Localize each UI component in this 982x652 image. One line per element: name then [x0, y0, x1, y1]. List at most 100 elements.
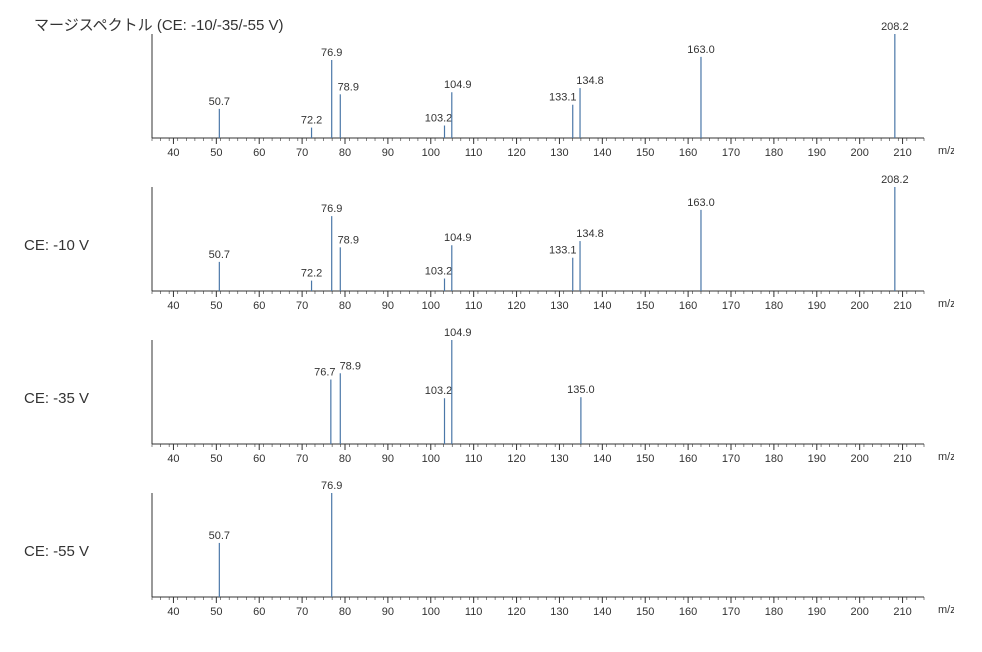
- spectrum-panel-ce35: CE: -35 V4050607080901001101201301401501…: [20, 326, 962, 471]
- axis-tick-label: 100: [422, 300, 440, 312]
- axis-tick-label: 140: [593, 300, 611, 312]
- axis-tick-label: 80: [339, 300, 351, 312]
- axis-tick-label: 60: [253, 300, 265, 312]
- axis-tick-label: 120: [507, 606, 525, 618]
- peak-label: 104.9: [444, 232, 472, 244]
- spectra-container: マージスペクトル (CE: -10/-35/-55 V)405060708090…: [20, 20, 962, 624]
- axis-tick-label: 160: [679, 606, 697, 618]
- panel-side-label: CE: -55 V: [20, 479, 134, 624]
- axis-tick-label: 50: [210, 300, 222, 312]
- panel-side-label: [20, 20, 134, 165]
- axis-tick-label: 130: [550, 453, 568, 465]
- peak-label: 50.7: [209, 530, 230, 542]
- plot-area: 4050607080901001101201301401501601701801…: [134, 20, 962, 165]
- axis-tick-label: 70: [296, 606, 308, 618]
- axis-tick-label: 190: [808, 147, 826, 159]
- axis-tick-label: 140: [593, 453, 611, 465]
- peak-label: 72.2: [301, 115, 322, 127]
- axis-label: m/z: [938, 298, 954, 310]
- axis-tick-label: 150: [636, 300, 654, 312]
- peak-label: 76.7: [314, 367, 335, 379]
- axis-tick-label: 130: [550, 300, 568, 312]
- axis-tick-label: 50: [210, 453, 222, 465]
- peak-label: 103.2: [425, 385, 453, 397]
- axis-tick-label: 190: [808, 606, 826, 618]
- axis-tick-label: 120: [507, 300, 525, 312]
- peak-label: 78.9: [338, 234, 359, 246]
- axis-tick-label: 70: [296, 453, 308, 465]
- axis-tick-label: 160: [679, 453, 697, 465]
- peak-label: 50.7: [209, 249, 230, 261]
- peak-label: 50.7: [209, 96, 230, 108]
- axis-tick-label: 50: [210, 606, 222, 618]
- axis-tick-label: 50: [210, 147, 222, 159]
- spectrum-panel-merged: マージスペクトル (CE: -10/-35/-55 V)405060708090…: [20, 20, 962, 165]
- axis-label: m/z: [938, 451, 954, 463]
- spectrum-svg: 4050607080901001101201301401501601701801…: [134, 20, 954, 165]
- axis-tick-label: 200: [850, 606, 868, 618]
- axis-tick-label: 120: [507, 147, 525, 159]
- axis-tick-label: 150: [636, 606, 654, 618]
- axis-tick-label: 70: [296, 147, 308, 159]
- peak-label: 163.0: [687, 197, 715, 209]
- axis-tick-label: 140: [593, 606, 611, 618]
- axis-tick-label: 160: [679, 147, 697, 159]
- peak-label: 134.8: [576, 228, 604, 240]
- axis-tick-label: 130: [550, 606, 568, 618]
- axis-tick-label: 140: [593, 147, 611, 159]
- peak-label: 78.9: [340, 360, 361, 372]
- axis-tick-label: 190: [808, 300, 826, 312]
- axis-tick-label: 80: [339, 606, 351, 618]
- panel-side-label: CE: -35 V: [20, 326, 134, 471]
- peak-label: 104.9: [444, 79, 472, 91]
- peak-label: 78.9: [338, 81, 359, 93]
- axis-tick-label: 90: [382, 606, 394, 618]
- axis-tick-label: 60: [253, 453, 265, 465]
- peak-label: 208.2: [881, 21, 909, 33]
- axis-tick-label: 110: [465, 606, 483, 618]
- axis-tick-label: 170: [722, 300, 740, 312]
- axis-tick-label: 60: [253, 147, 265, 159]
- axis-tick-label: 110: [465, 300, 483, 312]
- peak-label: 133.1: [549, 92, 577, 104]
- axis-tick-label: 40: [167, 606, 179, 618]
- spectrum-svg: 4050607080901001101201301401501601701801…: [134, 479, 954, 624]
- axis-tick-label: 90: [382, 453, 394, 465]
- axis-tick-label: 200: [850, 453, 868, 465]
- panel-side-label: CE: -10 V: [20, 173, 134, 318]
- peak-label: 76.9: [321, 47, 342, 59]
- axis-tick-label: 150: [636, 147, 654, 159]
- peak-label: 133.1: [549, 245, 577, 257]
- axis-tick-label: 160: [679, 300, 697, 312]
- peak-label: 76.9: [321, 203, 342, 215]
- axis-tick-label: 100: [422, 453, 440, 465]
- axis-tick-label: 180: [765, 453, 783, 465]
- peak-label: 208.2: [881, 174, 909, 186]
- axis-tick-label: 90: [382, 147, 394, 159]
- plot-area: 4050607080901001101201301401501601701801…: [134, 326, 962, 471]
- axis-tick-label: 180: [765, 147, 783, 159]
- axis-tick-label: 40: [167, 300, 179, 312]
- axis-tick-label: 80: [339, 453, 351, 465]
- axis-tick-label: 200: [850, 300, 868, 312]
- peak-label: 134.8: [576, 75, 604, 87]
- axis-tick-label: 40: [167, 147, 179, 159]
- axis-tick-label: 170: [722, 453, 740, 465]
- spectrum-panel-ce10: CE: -10 V4050607080901001101201301401501…: [20, 173, 962, 318]
- axis-tick-label: 90: [382, 300, 394, 312]
- axis-tick-label: 40: [167, 453, 179, 465]
- peak-label: 104.9: [444, 327, 472, 339]
- peak-label: 76.9: [321, 480, 342, 492]
- plot-area: 4050607080901001101201301401501601701801…: [134, 173, 962, 318]
- axis-tick-label: 110: [465, 147, 483, 159]
- axis-tick-label: 210: [893, 300, 911, 312]
- axis-tick-label: 130: [550, 147, 568, 159]
- spectrum-svg: 4050607080901001101201301401501601701801…: [134, 173, 954, 318]
- peak-label: 103.2: [425, 266, 453, 278]
- axis-tick-label: 210: [893, 606, 911, 618]
- axis-tick-label: 150: [636, 453, 654, 465]
- axis-tick-label: 170: [722, 606, 740, 618]
- axis-tick-label: 180: [765, 300, 783, 312]
- peak-label: 163.0: [687, 44, 715, 56]
- plot-area: 4050607080901001101201301401501601701801…: [134, 479, 962, 624]
